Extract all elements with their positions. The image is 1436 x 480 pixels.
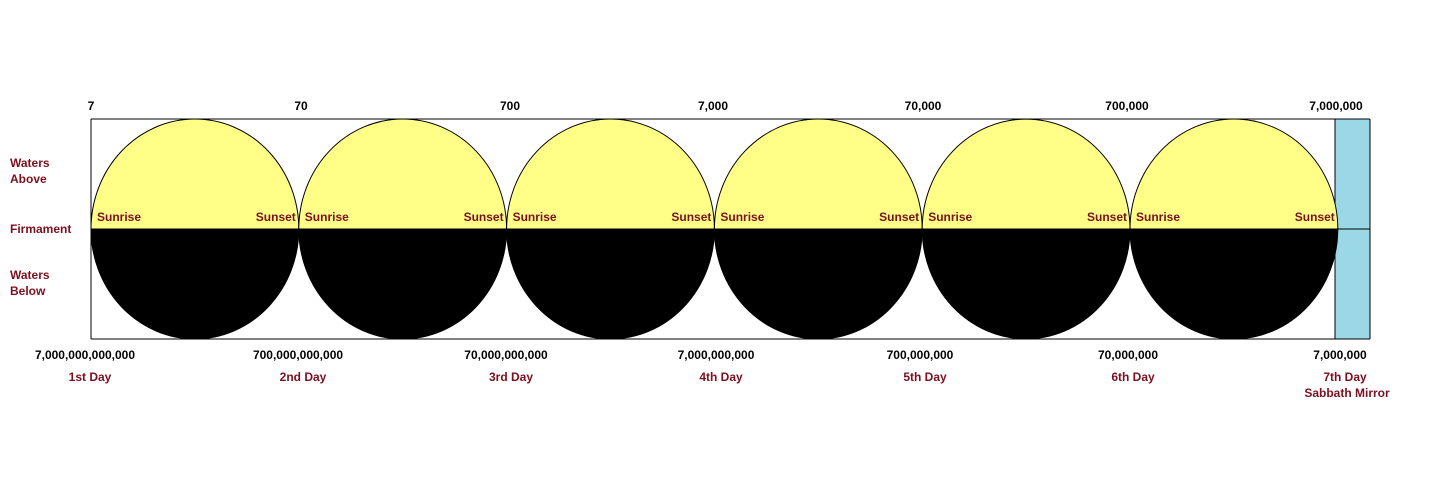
day-number: 700,000,000 bbox=[887, 348, 954, 362]
day-number: 70,000,000 bbox=[1098, 348, 1158, 362]
side-label: Waters bbox=[10, 268, 50, 282]
day-label: 5th Day bbox=[903, 370, 947, 384]
day-number: 70,000,000,000 bbox=[464, 348, 548, 362]
sunset-label: Sunset bbox=[879, 210, 919, 224]
top-label: 7,000 bbox=[698, 99, 728, 113]
side-label: Below bbox=[10, 284, 46, 298]
side-label: Above bbox=[10, 172, 47, 186]
night bbox=[713, 228, 923, 340]
day-number: 7,000,000,000,000 bbox=[35, 348, 135, 362]
top-label: 70,000 bbox=[905, 99, 942, 113]
day-label: 1st Day bbox=[69, 370, 112, 384]
day-label: 4th Day bbox=[699, 370, 743, 384]
sunrise-label: Sunrise bbox=[513, 210, 557, 224]
sunrise-label: Sunrise bbox=[1136, 210, 1180, 224]
night bbox=[1129, 228, 1339, 340]
sunrise-label: Sunrise bbox=[305, 210, 349, 224]
top-label: 7,000,000 bbox=[1309, 99, 1363, 113]
day-light bbox=[298, 118, 508, 230]
night bbox=[921, 228, 1131, 340]
sunset-label: Sunset bbox=[1295, 210, 1335, 224]
sunset-label: Sunset bbox=[1087, 210, 1127, 224]
top-label: 7 bbox=[88, 99, 95, 113]
sunset-label: Sunset bbox=[464, 210, 504, 224]
day-number: 7,000,000 bbox=[1313, 348, 1367, 362]
sunset-label: Sunset bbox=[256, 210, 296, 224]
top-label: 70 bbox=[294, 99, 308, 113]
side-label: Firmament bbox=[10, 222, 71, 236]
day-label: 2nd Day bbox=[280, 370, 327, 384]
night bbox=[298, 228, 508, 340]
top-label: 700,000 bbox=[1105, 99, 1149, 113]
sunrise-label: Sunrise bbox=[928, 210, 972, 224]
night bbox=[90, 228, 300, 340]
top-label: 700 bbox=[500, 99, 520, 113]
side-label: Waters bbox=[10, 156, 50, 170]
sunset-label: Sunset bbox=[671, 210, 711, 224]
day-label: 6th Day bbox=[1111, 370, 1155, 384]
night bbox=[506, 228, 715, 340]
day-light bbox=[1129, 118, 1339, 230]
day-number: 700,000,000,000 bbox=[253, 348, 343, 362]
sunrise-label: Sunrise bbox=[97, 210, 141, 224]
day-light bbox=[921, 118, 1131, 230]
sunrise-label: Sunrise bbox=[720, 210, 764, 224]
day-label: 3rd Day bbox=[489, 370, 533, 384]
day-note: Sabbath Mirror bbox=[1304, 386, 1390, 400]
day-number: 7,000,000,000 bbox=[678, 348, 755, 362]
day-light bbox=[90, 118, 300, 230]
day-light bbox=[713, 118, 923, 230]
day-light bbox=[506, 118, 715, 230]
day-label: 7th Day bbox=[1323, 370, 1367, 384]
